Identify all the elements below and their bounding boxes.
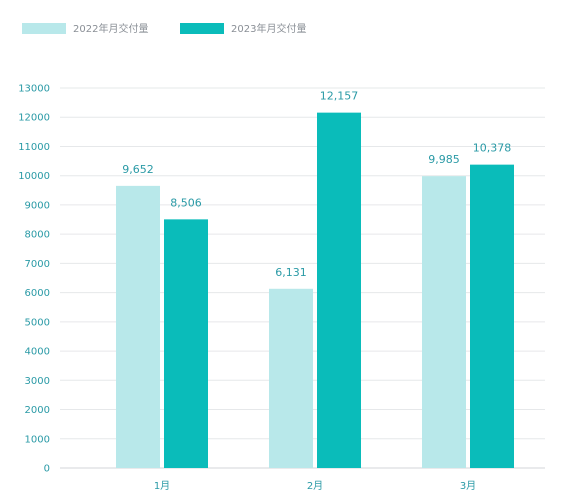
y-tick-label: 1000	[25, 434, 50, 445]
data-label: 10,378	[473, 142, 512, 155]
x-category-label: 2月	[307, 480, 323, 492]
bar-2-1	[164, 219, 208, 468]
data-label: 6,131	[275, 266, 307, 279]
x-category-label: 3月	[460, 480, 476, 492]
y-tick-label: 9000	[25, 200, 50, 211]
x-category-label: 1月	[154, 480, 170, 492]
x-axis-categories: 1月 2月 3月	[154, 480, 476, 492]
bar-1-1	[116, 185, 160, 468]
bar-2-2	[317, 112, 361, 468]
legend: 2022年月交付量 2023年月交付量	[22, 22, 306, 35]
bar-2-3	[470, 164, 514, 469]
y-tick-label: 3000	[25, 376, 50, 387]
y-tick-label: 10000	[18, 171, 50, 182]
y-axis-ticks: 0 1000 2000 3000 4000 5000 6000 7000 8000 9000 100…	[18, 84, 50, 475]
y-tick-label: 2000	[25, 405, 50, 416]
legend-swatch	[22, 23, 66, 34]
legend-item-2: 2023年月交付量	[180, 22, 306, 35]
y-tick-label: 11000	[18, 142, 50, 153]
data-label: 9,652	[122, 163, 154, 176]
data-labels: 9,652 8,506 6,131 12,157 9,985 10,378	[122, 90, 511, 279]
legend-label: 2023年月交付量	[231, 22, 306, 35]
y-tick-label: 0	[44, 464, 50, 475]
y-tick-label: 13000	[18, 84, 50, 95]
legend-item-1: 2022年月交付量	[22, 22, 148, 35]
data-label: 9,985	[428, 153, 460, 166]
y-tick-label: 7000	[25, 259, 50, 270]
legend-swatch	[180, 23, 224, 34]
data-label: 8,506	[170, 196, 202, 209]
legend-label: 2022年月交付量	[73, 22, 148, 35]
bar-1-2	[269, 288, 313, 468]
y-tick-label: 4000	[25, 347, 50, 358]
y-tick-label: 5000	[25, 317, 50, 328]
y-tick-label: 6000	[25, 288, 50, 299]
y-tick-label: 8000	[25, 230, 50, 241]
data-label: 12,157	[320, 90, 359, 103]
y-tick-label: 12000	[18, 113, 50, 124]
bar-1-3	[422, 176, 466, 468]
bars	[116, 112, 514, 469]
